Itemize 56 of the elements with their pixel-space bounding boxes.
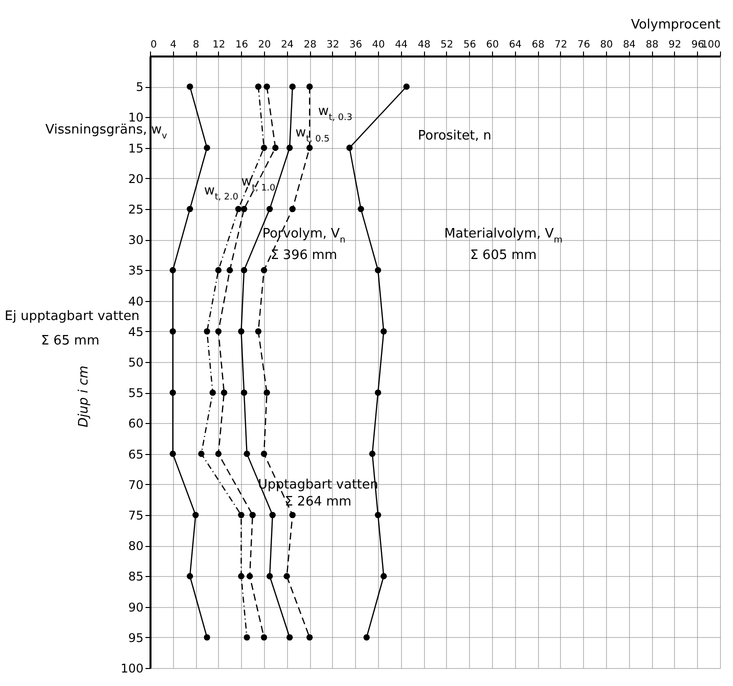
text: Σ 65 mm	[41, 334, 100, 349]
x-tick-label: 68	[532, 40, 544, 50]
x-tick-label: 28	[304, 40, 316, 50]
text: Vissningsgräns, w$_{v}$	[45, 122, 168, 142]
y-tick-label: 70	[128, 478, 144, 492]
y-tick-label: 75	[128, 508, 144, 522]
y-tick-label: 35	[128, 264, 144, 278]
x-tick-label: 56	[463, 40, 476, 50]
x-tick-label: 20	[258, 40, 271, 50]
y-tick-label: 5	[136, 80, 144, 94]
series-label: w$_{t, 0.3}$	[318, 104, 352, 124]
y-tick-label: 20	[128, 172, 144, 186]
y-tick-label: 65	[128, 447, 144, 462]
x-tick-label: 80	[600, 40, 613, 50]
annotation: Materialvolym, V$_{m}$	[444, 226, 563, 246]
y-tick-label: 100	[120, 662, 144, 676]
x-tick-label: 40	[372, 40, 385, 50]
y-tick-label: 55	[128, 386, 144, 400]
y-tick-label: 60	[128, 416, 144, 431]
x-tick-label: 52	[440, 40, 454, 50]
series-label: w$_{t, 0.5}$	[295, 126, 330, 144]
x-tick-label: 8	[192, 40, 200, 50]
y-tick-label: 85	[128, 570, 144, 584]
y-tick-label: 90	[128, 600, 144, 614]
x-tick-label: 72	[554, 40, 568, 50]
x-tick-label: 36	[349, 40, 362, 50]
series-label: w$_{t, 2.0}$	[204, 184, 239, 203]
x-tick-label: 44	[394, 40, 408, 50]
x-tick-label: 12	[212, 40, 226, 50]
x-tick-label: 32	[326, 40, 340, 50]
x-tick-label: 64	[508, 40, 522, 50]
x-tick-label: 48	[418, 40, 430, 50]
x-tick-label: 4	[170, 40, 176, 50]
annotation: Σ 605 mm	[470, 248, 537, 263]
x-tick-label: 92	[668, 40, 682, 50]
y-tick-label: 50	[128, 356, 144, 370]
x-tick-label: 88	[646, 40, 658, 50]
text: Ej upptagbart vatten	[4, 309, 140, 324]
y-tick-label: 30	[128, 233, 144, 248]
y-tick-label: 15	[128, 141, 144, 156]
y-tick-label: 10	[128, 110, 144, 125]
y-tick-label: 95	[128, 630, 144, 645]
x-axis-title: Volymprocent	[630, 18, 720, 32]
annotation: Porvolym, V$_{n}$	[262, 226, 346, 246]
y-tick-label: 40	[128, 294, 144, 308]
y-tick-label: 25	[128, 202, 144, 216]
x-tick-label: 84	[622, 40, 636, 50]
y-tick-label: 45	[128, 324, 144, 339]
x-tick-label: 60	[486, 40, 499, 50]
x-tick-label: 76	[577, 40, 590, 50]
y-tick-label: 80	[128, 539, 144, 554]
x-tick-label: 16	[235, 40, 248, 50]
x-tick-label: 0	[150, 40, 157, 50]
y-axis-title: Djup i cm	[76, 366, 92, 428]
text: Porositet, n	[418, 128, 492, 144]
x-tick-label: 24	[280, 40, 294, 50]
